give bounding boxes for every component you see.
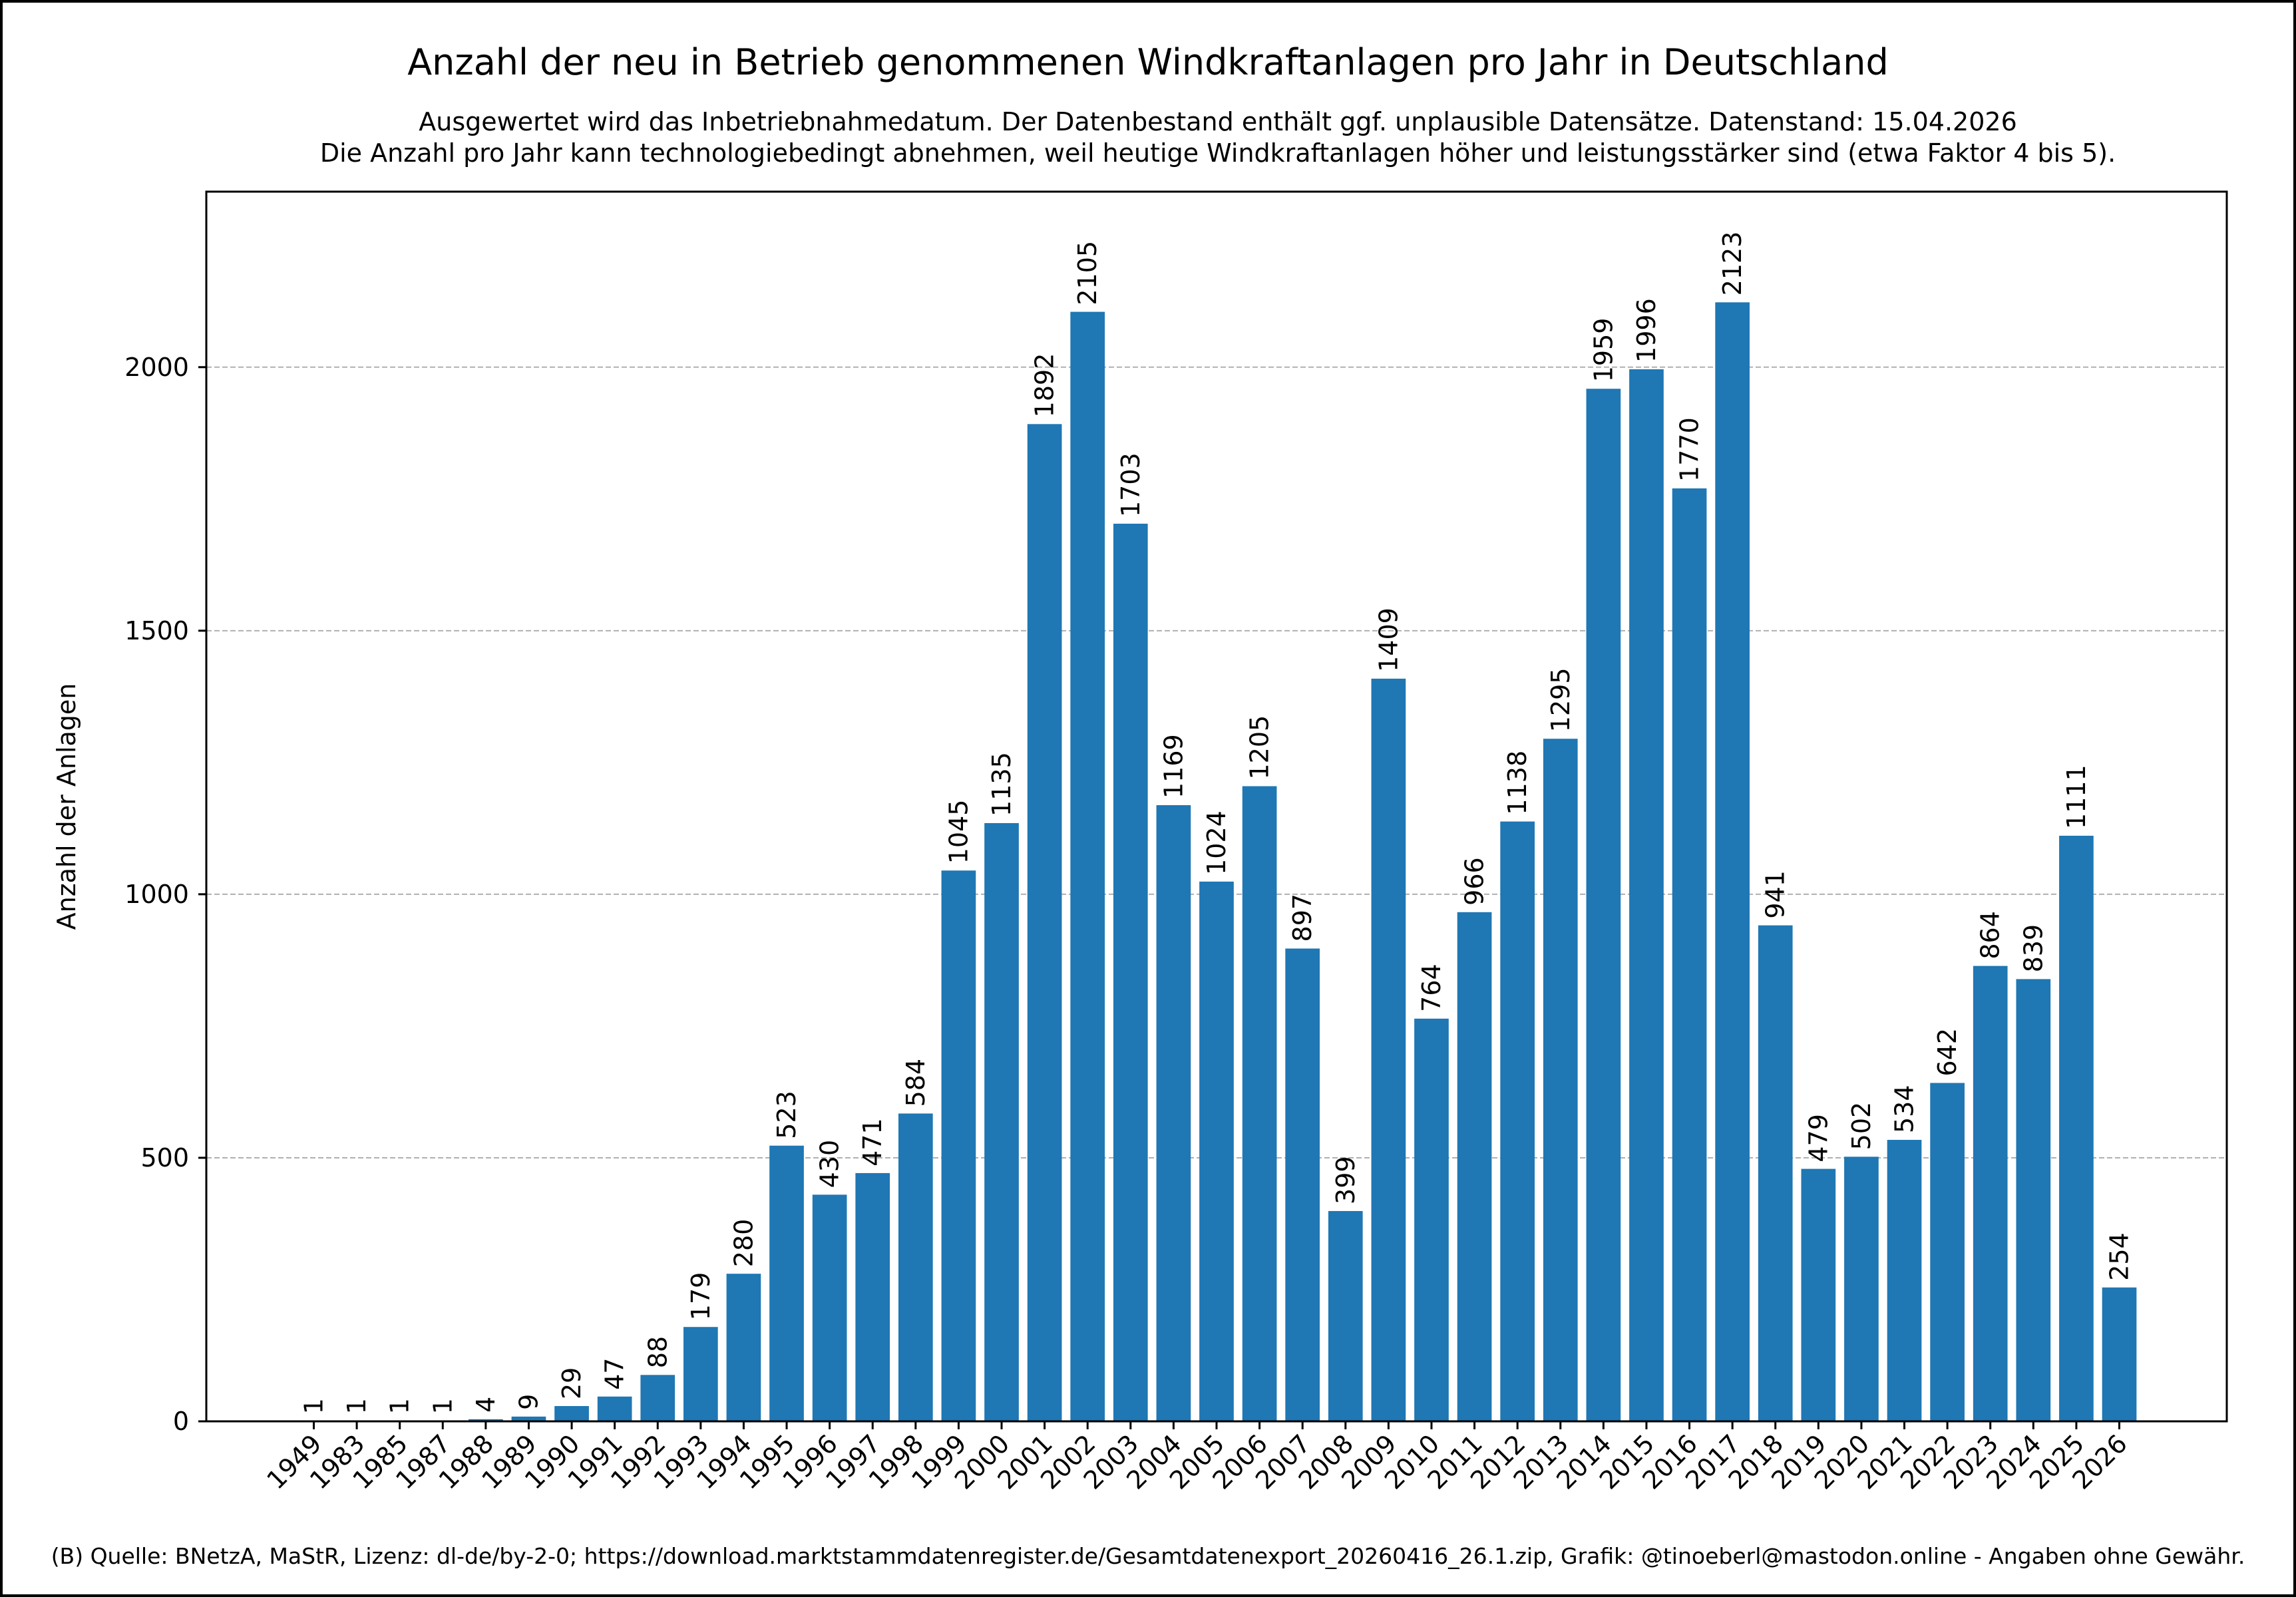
bar	[469, 1419, 503, 1421]
value-label: 1138	[1503, 751, 1532, 815]
value-label: 9	[514, 1394, 543, 1410]
bar	[1199, 881, 1234, 1421]
value-label: 534	[1890, 1085, 1919, 1133]
value-label: 839	[2018, 924, 2048, 973]
bar	[1586, 389, 1621, 1422]
bar	[1930, 1083, 1965, 1421]
value-label: 1	[428, 1398, 457, 1414]
bar	[2016, 979, 2051, 1421]
bar	[726, 1274, 761, 1421]
value-label: 1135	[987, 752, 1016, 816]
value-label: 430	[815, 1140, 845, 1188]
value-label: 1996	[1632, 298, 1661, 363]
value-label: 642	[1933, 1028, 1962, 1077]
value-label: 1	[299, 1398, 328, 1414]
bar	[769, 1145, 804, 1421]
bar	[1801, 1168, 1836, 1421]
bar	[1543, 739, 1578, 1421]
value-label: 1111	[2062, 765, 2091, 829]
bar	[1070, 311, 1105, 1421]
bar	[1113, 524, 1148, 1422]
value-label: 179	[686, 1272, 715, 1321]
bar	[898, 1113, 933, 1421]
value-label: 1770	[1675, 417, 1704, 482]
value-label: 764	[1417, 964, 1446, 1012]
y-tick-label: 0	[173, 1407, 189, 1436]
value-label: 280	[729, 1219, 758, 1268]
value-label: 584	[901, 1059, 930, 1107]
value-label: 1	[342, 1398, 371, 1414]
value-label: 29	[557, 1367, 586, 1399]
bar	[1629, 369, 1664, 1421]
value-label: 1295	[1546, 667, 1575, 732]
bar	[511, 1416, 546, 1421]
value-label: 1	[385, 1398, 415, 1414]
y-tick-label: 1000	[124, 880, 189, 909]
bar	[2102, 1287, 2137, 1421]
bar	[1285, 948, 1320, 1421]
footer: (B) Quelle: BNetzA, MaStR, Lizenz: dl-de…	[51, 1543, 2245, 1569]
bar	[1242, 786, 1277, 1421]
y-tick-label: 2000	[124, 353, 189, 382]
bar	[1457, 912, 1492, 1421]
bar	[2059, 835, 2094, 1421]
value-label: 864	[1976, 911, 2005, 960]
value-label: 941	[1761, 870, 1790, 919]
bar	[1715, 302, 1750, 1421]
bar	[1371, 678, 1406, 1421]
bar	[941, 870, 976, 1421]
value-label: 1409	[1374, 608, 1403, 672]
plot-area: 0500100015002000194911983119851198711988…	[124, 232, 2227, 1495]
bar	[1844, 1156, 1879, 1421]
bar	[640, 1375, 675, 1421]
bar	[1156, 805, 1191, 1421]
value-label: 47	[600, 1357, 630, 1389]
value-label: 1024	[1202, 810, 1231, 875]
value-label: 471	[858, 1118, 887, 1166]
bar	[1328, 1210, 1363, 1421]
value-label: 1959	[1589, 318, 1618, 383]
value-label: 1892	[1030, 353, 1059, 418]
bar	[683, 1327, 718, 1421]
bar	[812, 1194, 847, 1421]
y-axis-label: Anzahl der Anlagen	[52, 683, 81, 930]
bar	[1500, 821, 1535, 1421]
bar	[1887, 1140, 1922, 1421]
value-label: 479	[1804, 1114, 1833, 1162]
y-tick-label: 500	[140, 1143, 189, 1172]
bar	[1973, 966, 2008, 1421]
bar	[855, 1172, 890, 1421]
bar	[984, 822, 1019, 1421]
value-label: 2105	[1073, 241, 1102, 305]
value-label: 897	[1288, 894, 1317, 942]
bar	[1672, 488, 1707, 1421]
chart-subtitle: Ausgewertet wird das Inbetriebnahmedatum…	[419, 107, 2017, 136]
value-label: 523	[772, 1091, 801, 1139]
value-label: 966	[1460, 857, 1489, 906]
bar	[1414, 1018, 1449, 1421]
value-label: 1703	[1116, 452, 1145, 517]
axes-frame	[205, 190, 2228, 1423]
value-label: 1045	[944, 800, 973, 864]
value-label: 1169	[1159, 734, 1188, 798]
y-tick-label: 1500	[124, 616, 189, 645]
value-label: 254	[2105, 1232, 2134, 1281]
chart-title: Anzahl der neu in Betrieb genommenen Win…	[407, 41, 1889, 83]
chart-subtitle: Die Anzahl pro Jahr kann technologiebedi…	[320, 138, 2116, 168]
value-label: 4	[471, 1397, 500, 1413]
value-label: 502	[1847, 1102, 1876, 1151]
bar	[597, 1396, 632, 1421]
value-label: 1205	[1245, 715, 1274, 780]
bar	[1027, 424, 1062, 1421]
value-label: 2123	[1718, 232, 1747, 296]
bar	[554, 1406, 589, 1421]
bar	[1758, 925, 1793, 1421]
value-label: 88	[643, 1336, 672, 1368]
value-label: 399	[1331, 1156, 1360, 1204]
